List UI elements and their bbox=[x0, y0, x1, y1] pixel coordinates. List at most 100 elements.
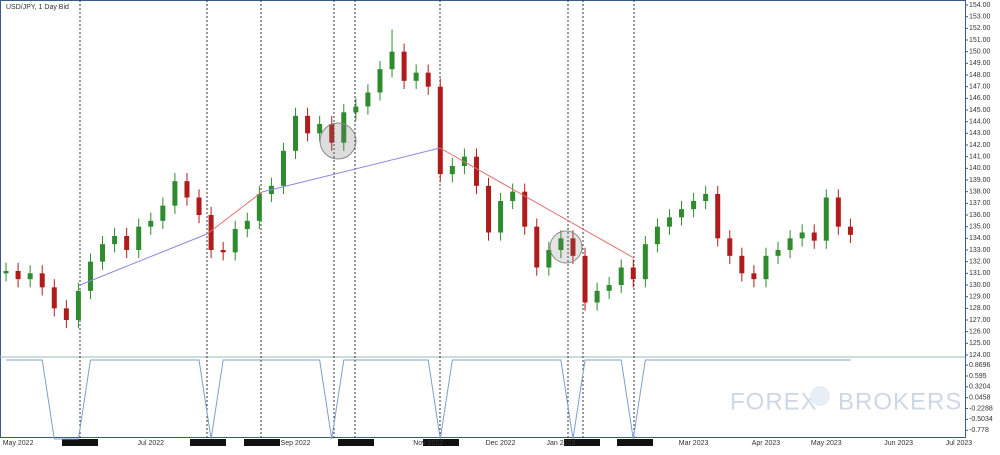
candle-body bbox=[739, 255, 745, 274]
candle-body bbox=[353, 106, 359, 113]
candle-body bbox=[679, 209, 685, 218]
candle-body bbox=[751, 273, 757, 280]
candle-body bbox=[15, 271, 21, 280]
candle-body bbox=[208, 215, 214, 250]
y-tick-label: 153.00 bbox=[969, 14, 991, 21]
candle-body bbox=[148, 220, 154, 227]
y-tick-label: 132.00 bbox=[969, 259, 991, 266]
x-tick-label: Apr 2023 bbox=[752, 440, 781, 447]
candle-body bbox=[835, 197, 841, 227]
candle-body bbox=[558, 238, 564, 250]
candle-body bbox=[244, 220, 250, 229]
y-tick-label: 149.00 bbox=[969, 60, 991, 67]
date-box bbox=[617, 439, 653, 446]
y-tick-label: 147.00 bbox=[969, 84, 991, 91]
candle-body bbox=[630, 267, 636, 280]
candle-body bbox=[486, 185, 492, 233]
candle-body bbox=[341, 112, 347, 143]
candle-body bbox=[522, 191, 528, 227]
y-tick-label: 135.00 bbox=[969, 224, 991, 231]
candle-body bbox=[546, 250, 552, 268]
candle-body bbox=[232, 229, 238, 253]
watermark-logo bbox=[810, 386, 830, 406]
date-box bbox=[564, 439, 600, 446]
trend-line bbox=[206, 191, 263, 235]
date-boxes bbox=[62, 439, 653, 446]
y-tick-label: 133.00 bbox=[969, 247, 991, 254]
date-box bbox=[190, 439, 226, 446]
candle-body bbox=[449, 166, 455, 175]
candle-body bbox=[618, 267, 624, 285]
y-tick-label: 154.00 bbox=[969, 2, 991, 9]
candle-body bbox=[377, 69, 383, 93]
x-tick-label: Jul 2023 bbox=[946, 440, 973, 447]
candle-body bbox=[124, 236, 130, 250]
y-tick-label: 130.00 bbox=[969, 282, 991, 289]
indicator-line bbox=[6, 359, 851, 440]
candle-body bbox=[703, 194, 709, 201]
candle-body bbox=[775, 250, 781, 256]
candle-body bbox=[473, 156, 479, 186]
candle-body bbox=[184, 181, 190, 198]
candle-body bbox=[136, 226, 142, 250]
trend-line bbox=[79, 233, 208, 286]
candle-body bbox=[317, 124, 323, 134]
y-tick-label: 127.00 bbox=[969, 317, 991, 324]
candle-body bbox=[401, 51, 407, 81]
y-tick-label: 0.0458 bbox=[969, 395, 991, 402]
date-box bbox=[338, 439, 374, 446]
x-tick-label: Jan 2023 bbox=[547, 440, 576, 447]
candle-body bbox=[570, 238, 576, 256]
watermark: FOREX bbox=[730, 388, 818, 415]
x-tick-label: Nov 2022 bbox=[413, 440, 443, 447]
candle-body bbox=[196, 197, 202, 215]
x-tick-label: May 2023 bbox=[811, 440, 842, 447]
candle-body bbox=[498, 201, 504, 233]
candle-body bbox=[3, 271, 9, 274]
y-tick-label: 142.00 bbox=[969, 142, 991, 149]
y-tick-label: 144.00 bbox=[969, 119, 991, 126]
candle-body bbox=[100, 244, 106, 262]
trend-line bbox=[439, 147, 635, 259]
y-tick-label: -0.5034 bbox=[969, 416, 993, 423]
candle-body bbox=[787, 238, 793, 250]
y-tick-label: 136.00 bbox=[969, 212, 991, 219]
y-tick-label: 145.00 bbox=[969, 107, 991, 114]
x-tick-label: Sep 2022 bbox=[281, 440, 311, 447]
plot: 154.00 153.00 152.00 151.00 150.00 149.00 148.… bbox=[3, 2, 993, 447]
candle-body bbox=[305, 115, 311, 134]
candle-body bbox=[63, 308, 69, 320]
highlight-circle bbox=[319, 122, 357, 160]
candle-body bbox=[160, 205, 166, 221]
candle-body bbox=[413, 72, 419, 81]
candle-body bbox=[666, 217, 672, 227]
y-tick-label: 0.3204 bbox=[969, 384, 991, 391]
y-tick-label: 150.00 bbox=[969, 49, 991, 56]
candle-body bbox=[329, 124, 335, 143]
y-tick-label: 146.00 bbox=[969, 95, 991, 102]
y-tick-label: 143.00 bbox=[969, 130, 991, 137]
candle-body bbox=[594, 290, 600, 303]
plot-frame bbox=[0, 0, 966, 438]
vertical-markers bbox=[79, 0, 635, 438]
y-tick-label: 137.00 bbox=[969, 200, 991, 207]
watermark: BROKERS bbox=[838, 388, 962, 415]
y-tick-label: 129.00 bbox=[969, 294, 991, 301]
x-tick-label: Jul 2022 bbox=[138, 440, 165, 447]
candle-body bbox=[763, 255, 769, 280]
y-tick-label: 128.00 bbox=[969, 305, 991, 312]
candle-body bbox=[39, 273, 45, 288]
candle-body bbox=[389, 51, 395, 70]
y-tick-label: 138.00 bbox=[969, 189, 991, 196]
candle-body bbox=[112, 236, 118, 245]
candle-body bbox=[75, 290, 81, 320]
date-box bbox=[423, 439, 459, 446]
y-tick-label: 126.00 bbox=[969, 329, 991, 336]
y-tick-label: 125.00 bbox=[969, 340, 991, 347]
y-tick-label: 140.00 bbox=[969, 165, 991, 172]
x-tick-label: May 2022 bbox=[3, 440, 34, 447]
candle-body bbox=[51, 287, 57, 309]
candle-body bbox=[87, 261, 93, 291]
